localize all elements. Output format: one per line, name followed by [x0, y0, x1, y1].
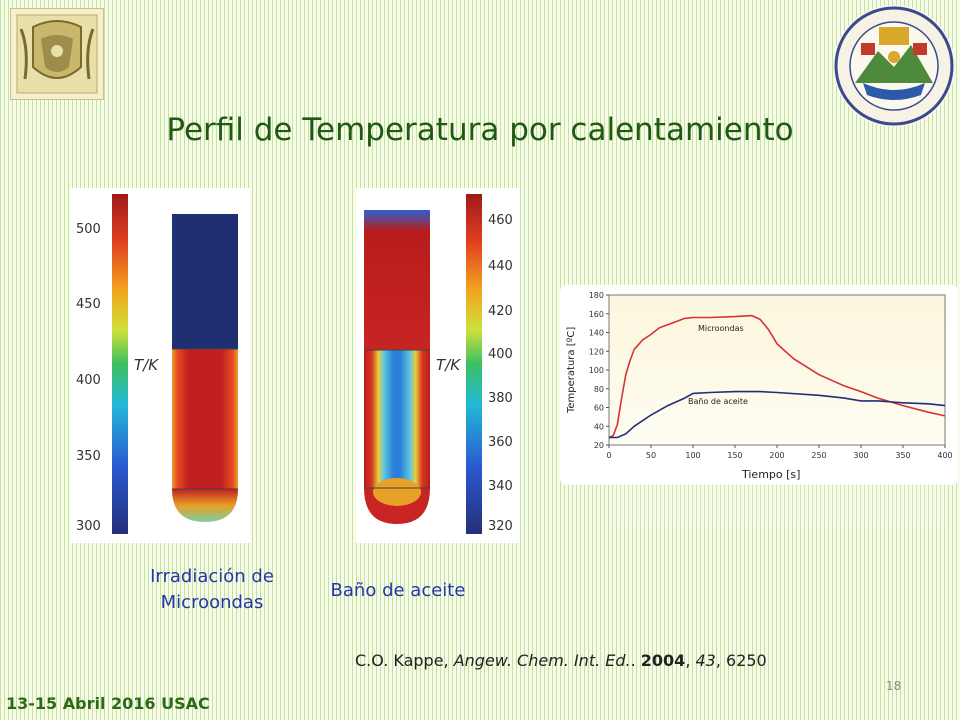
chart-reflection-svg — [609, 487, 945, 527]
microwave-tube-hot-zone — [172, 349, 238, 489]
footer-date: 13-15 Abril 2016 USAC — [6, 694, 210, 713]
x-tick-label: 200 — [769, 451, 784, 460]
temperature-line-chart: 20 40 60 80 100 120 140 160 180 0 50 100 150 200 250 3… — [560, 285, 958, 485]
usac-logo — [833, 5, 955, 127]
oil-bath-tick-340: 340 — [488, 479, 513, 494]
citation-volume: 43 — [695, 651, 716, 670]
oil-bath-heatmap-figure: T/K 460 440 420 400 380 360 340 320 — [364, 194, 513, 534]
oil-bath-caption: Baño de aceite — [330, 580, 466, 601]
y-tick-label: 20 — [594, 441, 604, 450]
oil-bath-tick-320: 320 — [488, 519, 513, 534]
chart-reflection — [560, 487, 958, 527]
y-tick-label: 180 — [589, 291, 604, 300]
microwave-tube-top — [172, 214, 238, 349]
microwave-tick-300: 300 — [76, 519, 101, 534]
legend-bano-de-aceite: Baño de aceite — [688, 397, 748, 406]
plot-area — [608, 294, 946, 446]
x-tick-label: 100 — [685, 451, 700, 460]
x-tick-label: 0 — [606, 451, 611, 460]
oil-bath-tick-400: 400 — [488, 347, 513, 362]
oil-bath-tick-460: 460 — [488, 213, 513, 228]
y-tick-label: 140 — [589, 329, 604, 338]
x-tick-label: 250 — [811, 451, 826, 460]
y-axis-label: Temperatura [ºC] — [566, 327, 577, 414]
citation-journal: Angew. Chem. Int. Ed. — [453, 651, 631, 670]
oil-bath-heatmap-panel: T/K 460 440 420 400 380 360 340 320 — [356, 188, 520, 543]
citation: C.O. Kappe, Angew. Chem. Int. Ed.. 2004,… — [355, 651, 767, 670]
oil-bath-tick-380: 380 — [488, 391, 513, 406]
microwave-tube-bottom — [172, 489, 238, 522]
citation-year: 2004 — [640, 651, 686, 670]
citation-authors: C.O. Kappe, — [355, 651, 454, 670]
microwave-caption: Irradiación de Microondas — [150, 566, 274, 613]
microwave-tick-400: 400 — [76, 373, 101, 388]
x-tick-label: 50 — [646, 451, 656, 460]
microwave-tick-350: 350 — [76, 449, 101, 464]
y-tick-label: 160 — [589, 310, 604, 319]
unam-logo — [10, 8, 104, 100]
oil-bath-tube-top — [364, 210, 430, 350]
usac-seal-icon — [834, 6, 954, 126]
oil-bath-colorbar-label: T/K — [436, 356, 461, 374]
temperature-line-chart-svg: 20 40 60 80 100 120 140 160 180 0 50 100 150 200 250 3… — [566, 291, 953, 481]
oil-bath-tick-360: 360 — [488, 435, 513, 450]
x-tick-label: 150 — [727, 451, 742, 460]
oil-bath-colorbar — [466, 194, 482, 534]
microwave-heatmap-figure: 500 450 400 350 300 T/K — [76, 194, 238, 534]
microwave-heatmap-panel: 500 450 400 350 300 T/K — [70, 188, 250, 543]
slide-title: Perfil de Temperatura por calentamiento — [166, 112, 794, 148]
y-tick-label: 120 — [589, 347, 604, 356]
oil-bath-tick-440: 440 — [488, 259, 513, 274]
x-tick-label: 300 — [853, 451, 868, 460]
citation-pages: 6250 — [726, 651, 767, 670]
y-tick-label: 80 — [594, 385, 604, 394]
citation-separator: . — [630, 651, 641, 670]
y-tick-label: 100 — [589, 366, 604, 375]
page-number: 18 — [886, 679, 902, 693]
legend-microondas: Microondas — [698, 324, 744, 333]
microwave-colorbar — [112, 194, 128, 534]
microwave-tick-500: 500 — [76, 222, 101, 237]
series-line-microondas — [608, 314, 946, 439]
x-axis-label: Tiempo [s] — [741, 468, 800, 481]
oil-bath-tube-body — [364, 350, 430, 488]
y-tick-label: 40 — [594, 422, 604, 431]
oil-bath-tick-420: 420 — [488, 304, 513, 319]
x-tick-label: 350 — [895, 451, 910, 460]
unam-seal-icon — [16, 14, 98, 94]
microwave-tick-450: 450 — [76, 297, 101, 312]
x-tick-label: 400 — [937, 451, 952, 460]
series-line-bano-de-aceite — [609, 390, 946, 439]
y-tick-label: 60 — [594, 404, 604, 413]
microwave-colorbar-label: T/K — [134, 356, 159, 374]
